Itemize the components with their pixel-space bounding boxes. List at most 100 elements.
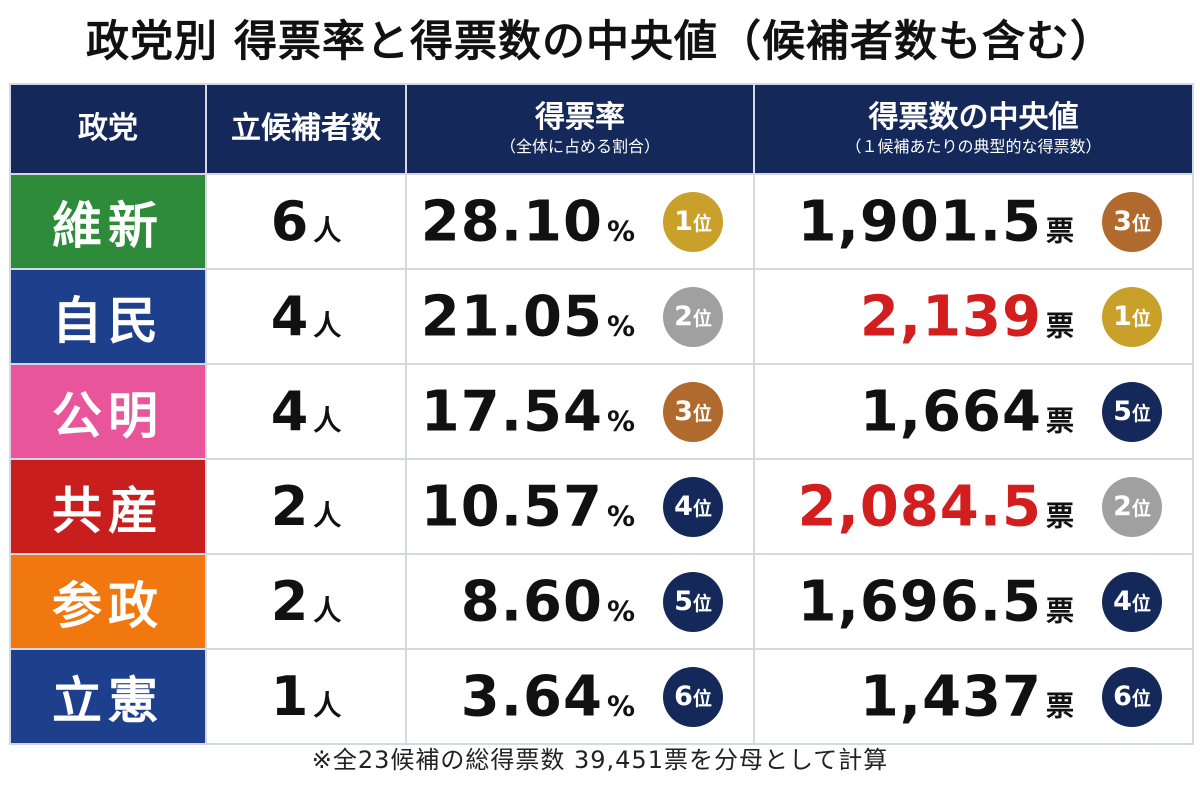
rate-value: 8.60 [460,569,603,634]
median-cell: 1,664 票 5位 [753,363,1194,460]
median-value: 1,901.5 [797,189,1042,254]
median-rank-number: 3 [1113,205,1132,237]
candidates-value: 6 [270,190,310,253]
header-median-sub: （１候補あたりの典型的な得票数） [845,137,1102,156]
party-name-cell: 共産 [9,458,207,555]
rate-rank-number: 3 [674,395,693,427]
rate-unit: % [606,689,635,722]
candidates-value: 4 [270,380,310,443]
rate-rank-badge: 6位 [663,666,723,727]
rate-rank-badge: 1位 [663,191,723,252]
rate-cell: 28.10% 1位 [405,173,755,270]
median-rank-badge: 1位 [1102,286,1162,347]
rate-value-wrap: 28.10% [421,189,635,254]
median-unit: 票 [1045,499,1074,532]
rate-rank-unit: 位 [692,402,712,425]
rate-rank-unit: 位 [692,497,712,520]
page-title: 政党別 得票率と得票数の中央値（候補者数も含む） [86,17,1114,67]
table-row: 維新 6 人 28.10% 1位 1,901.5 票 3位 [9,173,1194,270]
median-unit: 票 [1045,404,1074,437]
median-rank-badge: 4位 [1102,571,1162,632]
median-cell: 1,696.5 票 4位 [753,553,1194,650]
rate-value-wrap: 8.60% [461,569,635,634]
median-rank-number: 1 [1113,300,1132,332]
median-rank-badge: 5位 [1102,381,1162,442]
median-cell: 2,084.5 票 2位 [753,458,1194,555]
header-party: 政党 [9,83,207,175]
rate-cell: 3.64% 6位 [405,648,755,745]
candidates-unit: 人 [313,214,342,247]
median-rank-unit: 位 [1131,307,1151,330]
median-cell: 1,901.5 票 3位 [753,173,1194,270]
party-vote-table: 政党 立候補者数 得票率 （全体に占める割合） 得票数の中央値 （１候補あたりの… [9,83,1194,745]
header-rate-sub: （全体に占める割合） [499,137,660,156]
median-value-wrap: 1,901.5 票 [798,189,1074,254]
median-rank-number: 5 [1113,395,1132,427]
rate-unit: % [606,404,635,437]
candidates-unit: 人 [313,594,342,627]
median-value-wrap: 1,437 票 [860,664,1074,729]
median-value: 1,437 [859,664,1042,729]
rate-cell: 21.05% 2位 [405,268,755,365]
header-median-label: 得票数の中央値 [868,100,1079,135]
rate-rank-unit: 位 [692,212,712,235]
median-unit: 票 [1045,594,1074,627]
rate-value-wrap: 21.05% [421,284,635,349]
median-value-wrap: 1,696.5 票 [798,569,1074,634]
rate-rank-number: 5 [674,585,693,617]
rate-value: 28.10 [420,189,603,254]
median-unit: 票 [1045,214,1074,247]
candidates-unit: 人 [313,499,342,532]
rate-rank-number: 2 [674,300,693,332]
rate-value-wrap: 10.57% [421,474,635,539]
median-rank-unit: 位 [1131,592,1151,615]
median-unit: 票 [1045,689,1074,722]
median-cell: 2,139 票 1位 [753,268,1194,365]
table-row: 共産 2 人 10.57% 4位 2,084.5 票 2位 [9,458,1194,555]
median-rank-unit: 位 [1131,212,1151,235]
rate-value-wrap: 3.64% [461,664,635,729]
rate-cell: 17.54% 3位 [405,363,755,460]
rate-rank-badge: 5位 [663,571,723,632]
median-value-wrap: 1,664 票 [860,379,1074,444]
table-row: 自民 4 人 21.05% 2位 2,139 票 1位 [9,268,1194,365]
rate-rank-number: 6 [674,680,693,712]
median-rank-unit: 位 [1131,687,1151,710]
median-value: 1,664 [859,379,1042,444]
median-value-wrap: 2,084.5 票 [798,474,1074,539]
rate-unit: % [606,499,635,532]
median-rank-badge: 3位 [1102,191,1162,252]
median-rank-badge: 2位 [1102,476,1162,537]
rate-cell: 10.57% 4位 [405,458,755,555]
party-name-cell: 参政 [9,553,207,650]
party-name-cell: 立憲 [9,648,207,745]
header-row: 政党 立候補者数 得票率 （全体に占める割合） 得票数の中央値 （１候補あたりの… [9,83,1194,175]
rate-rank-unit: 位 [692,687,712,710]
rate-cell: 8.60% 5位 [405,553,755,650]
header-rate: 得票率 （全体に占める割合） [405,83,755,175]
median-rank-number: 4 [1113,585,1132,617]
candidates-value: 4 [270,285,310,348]
rate-rank-badge: 4位 [663,476,723,537]
rate-rank-number: 4 [674,490,693,522]
table-body: 維新 6 人 28.10% 1位 1,901.5 票 3位 自民 4 人 21.05% 2位 2,139 票… [9,173,1194,745]
median-rank-unit: 位 [1131,402,1151,425]
party-name-cell: 自民 [9,268,207,365]
rate-value-wrap: 17.54% [421,379,635,444]
rate-value: 17.54 [420,379,603,444]
rate-rank-unit: 位 [692,307,712,330]
median-value: 2,139 [859,284,1042,349]
rate-rank-unit: 位 [692,592,712,615]
table-row: 公明 4 人 17.54% 3位 1,664 票 5位 [9,363,1194,460]
footnote: ※全23候補の総得票数 39,451票を分母として計算 [311,746,889,774]
candidates-unit: 人 [313,689,342,722]
median-value: 2,084.5 [797,474,1042,539]
rate-unit: % [606,594,635,627]
party-name-cell: 公明 [9,363,207,460]
